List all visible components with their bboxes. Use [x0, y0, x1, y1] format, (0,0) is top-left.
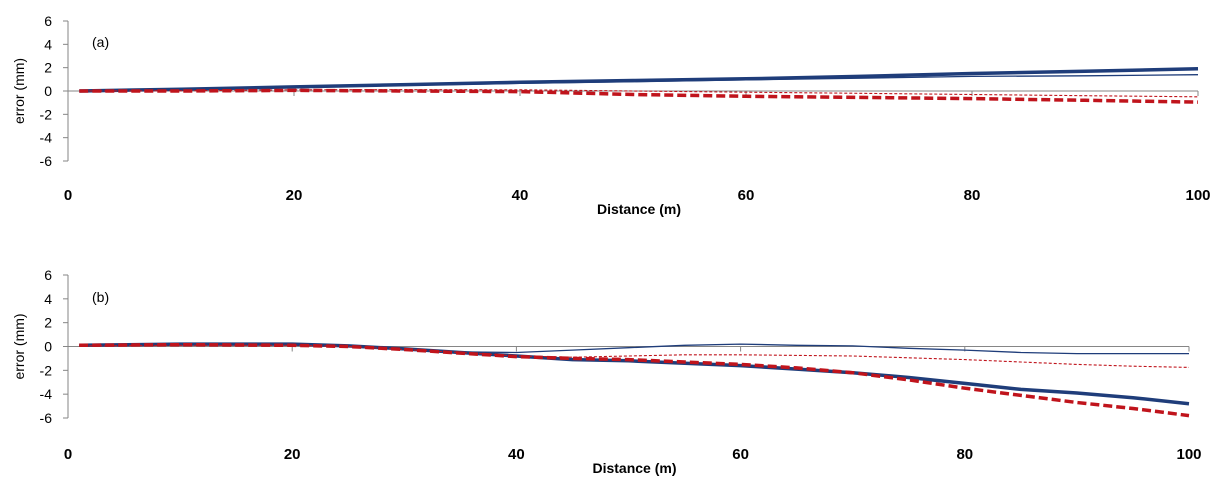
x-tick-label: 0 — [64, 446, 72, 463]
y-tick-label: 0 — [44, 339, 52, 355]
x-tick-label: 20 — [286, 187, 303, 204]
x-axis-label: Distance (m) — [597, 201, 681, 217]
panel-label: (a) — [92, 34, 109, 50]
x-tick-label: 100 — [1185, 187, 1210, 204]
y-tick-label: -4 — [40, 386, 53, 402]
x-tick-label: 20 — [284, 446, 301, 463]
series-line-3 — [79, 342, 1190, 418]
y-tick-label: 4 — [44, 291, 52, 307]
x-tick-label: 100 — [1176, 446, 1201, 463]
y-tick-label: 6 — [44, 267, 52, 283]
x-tick-label: 40 — [508, 446, 525, 463]
y-tick-label: -2 — [40, 362, 53, 378]
series-line-4 — [79, 344, 1190, 368]
y-tick-label: 2 — [44, 315, 52, 331]
x-tick-label: 40 — [512, 187, 529, 204]
y-tick-label: -6 — [40, 153, 53, 169]
y-tick-label: 6 — [44, 13, 52, 29]
y-tick-label: 2 — [44, 60, 52, 76]
x-axis-label: Distance (m) — [592, 460, 676, 476]
series-line-4 — [79, 89, 1199, 98]
y-axis-label: error (mm) — [11, 58, 27, 124]
y-tick-label: -4 — [40, 130, 53, 146]
x-tick-label: 60 — [732, 446, 749, 463]
x-tick-label: 0 — [64, 187, 72, 204]
series-line-2 — [79, 74, 1199, 92]
y-tick-label: 4 — [44, 36, 52, 52]
y-tick-label: 0 — [44, 83, 52, 99]
x-tick-label: 80 — [964, 187, 981, 204]
series-line-2 — [79, 343, 1189, 355]
panel-label: (b) — [92, 289, 109, 305]
x-tick-label: 60 — [738, 187, 755, 204]
series-line-3 — [79, 88, 1199, 104]
y-tick-label: -2 — [40, 106, 53, 122]
series-line-1 — [79, 67, 1199, 93]
y-axis-label: error (mm) — [11, 313, 27, 379]
x-tick-label: 80 — [956, 446, 973, 463]
y-tick-label: -6 — [40, 410, 53, 426]
